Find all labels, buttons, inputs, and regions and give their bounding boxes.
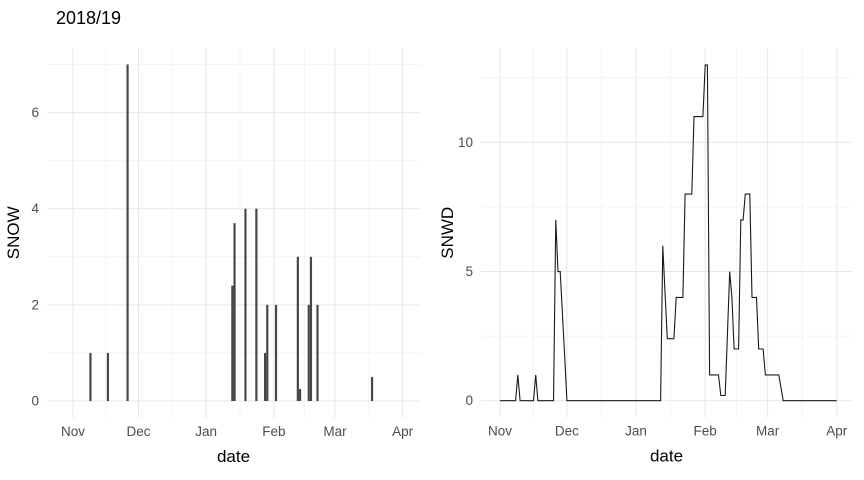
snwd-line — [500, 64, 837, 402]
x-tick-label: Mar — [756, 424, 780, 439]
x-axis-title: date — [650, 447, 683, 466]
snow-bar — [298, 388, 302, 401]
chart-title: 2018/19 — [56, 8, 122, 28]
x-tick-label: Dec — [126, 424, 150, 439]
grid-minor — [481, 48, 852, 418]
snow-bar — [89, 352, 92, 401]
y-axis-labels: 0 2 4 6 — [31, 105, 39, 408]
snow-bar — [307, 304, 310, 401]
x-tick-label: Jan — [625, 424, 647, 439]
x-tick-label: Jan — [195, 424, 217, 439]
x-tick-label: Mar — [323, 424, 347, 439]
snow-bar — [370, 376, 374, 401]
x-axis-labels: Nov Dec Jan Feb Mar Apr — [61, 424, 414, 439]
y-axis-title: SNOW — [4, 206, 23, 259]
y-axis-labels: 0 5 10 — [458, 135, 473, 408]
y-tick-label: 5 — [465, 264, 473, 279]
x-tick-label: Nov — [488, 424, 512, 439]
bars — [89, 64, 374, 401]
y-axis-title: SNWD — [438, 207, 457, 259]
snow-bar — [126, 64, 129, 401]
x-tick-label: Dec — [555, 424, 579, 439]
snow-bar — [264, 352, 267, 401]
snow-bar — [244, 208, 247, 401]
y-tick-label: 2 — [31, 297, 39, 312]
x-tick-label: Feb — [694, 424, 717, 439]
y-tick-label: 10 — [458, 135, 473, 150]
snow-bar — [233, 223, 236, 401]
x-tick-label: Apr — [392, 424, 414, 439]
y-tick-label: 0 — [465, 393, 473, 408]
snow-bar — [309, 256, 313, 401]
grid-major — [481, 48, 852, 418]
y-tick-label: 0 — [31, 394, 39, 409]
x-axis-labels: Nov Dec Jan Feb Mar Apr — [488, 424, 848, 439]
snow-bar — [296, 256, 299, 401]
chart-panel-snwd: 0 5 10 Nov Dec Jan Feb Mar Apr date SNWD — [438, 48, 852, 466]
x-tick-label: Feb — [262, 424, 285, 439]
snow-bar — [106, 352, 110, 401]
y-tick-label: 4 — [31, 201, 39, 216]
y-tick-label: 6 — [31, 105, 39, 120]
x-axis-title: date — [217, 447, 250, 466]
snow-bar — [274, 304, 278, 401]
snow-bar — [316, 304, 319, 401]
snow-bar — [255, 208, 258, 401]
snow-bar — [266, 304, 269, 401]
snow-bar — [231, 285, 234, 401]
x-tick-label: Nov — [61, 424, 85, 439]
chart-panel-snow: 0 2 4 6 Nov Dec Jan Feb Mar Apr date SNOW — [4, 47, 420, 466]
x-tick-label: Apr — [826, 424, 848, 439]
